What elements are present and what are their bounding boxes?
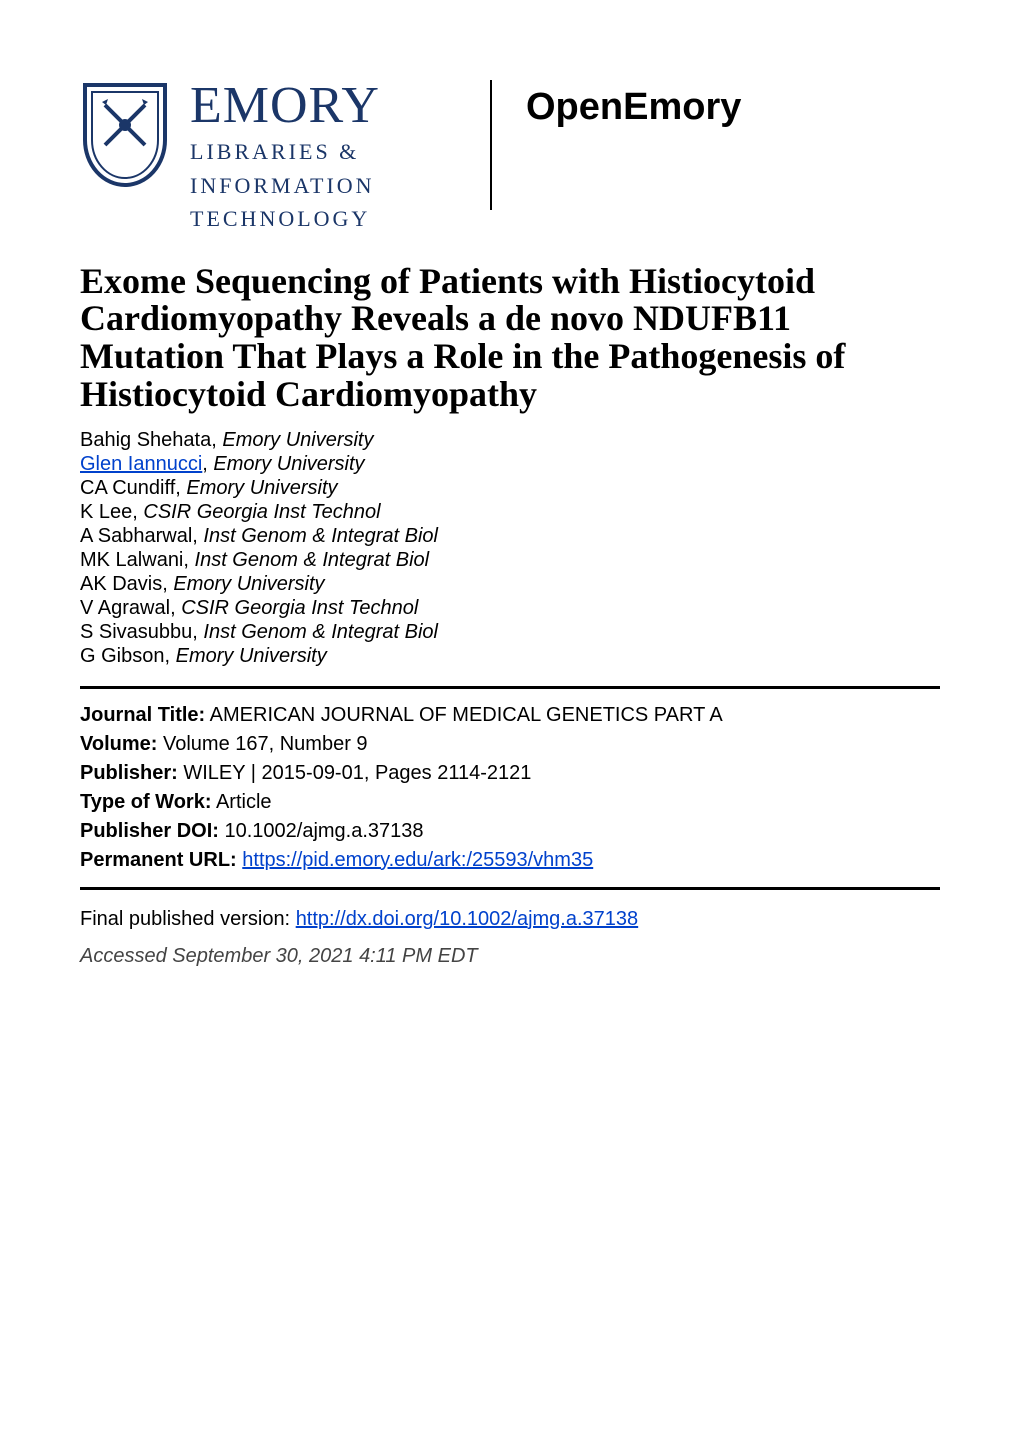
meta-journal-label: Journal Title: — [80, 704, 205, 726]
author-name: K Lee — [80, 501, 132, 523]
emory-shield-icon — [80, 80, 170, 190]
author-line: V Agrawal, CSIR Georgia Inst Technol — [80, 596, 940, 620]
rule-top — [80, 686, 940, 689]
emory-libraries-block: EMORY LIBRARIES & INFORMATION TECHNOLOGY — [190, 80, 460, 233]
author-line: K Lee, CSIR Georgia Inst Technol — [80, 500, 940, 524]
author-name: CA Cundiff — [80, 477, 175, 499]
libraries-label-line1: LIBRARIES & — [190, 138, 460, 166]
meta-perm-label: Permanent URL: — [80, 849, 237, 871]
meta-publisher-label: Publisher: — [80, 762, 178, 784]
author-line: MK Lalwani, Inst Genom & Integrat Biol — [80, 548, 940, 572]
author-name: A Sabharwal — [80, 525, 192, 547]
author-name: MK Lalwani — [80, 549, 183, 571]
author-affiliation: Emory University — [176, 645, 327, 667]
meta-journal-value: AMERICAN JOURNAL OF MEDICAL GENETICS PAR… — [205, 704, 723, 726]
vertical-divider — [490, 80, 492, 210]
author-affiliation: Emory University — [173, 573, 324, 595]
author-name: G Gibson — [80, 645, 164, 667]
author-line: AK Davis, Emory University — [80, 572, 940, 596]
meta-publisher: Publisher: WILEY | 2015-09-01, Pages 211… — [80, 761, 940, 786]
final-version-link[interactable]: http://dx.doi.org/10.1002/ajmg.a.37138 — [296, 908, 638, 930]
author-name: Bahig Shehata — [80, 429, 211, 451]
meta-volume: Volume: Volume 167, Number 9 — [80, 732, 940, 757]
openemory-wordmark: OpenEmory — [526, 86, 741, 129]
permanent-url-link[interactable]: https://pid.emory.edu/ark:/25593/vhm35 — [242, 849, 593, 871]
author-affiliation: Inst Genom & Integrat Biol — [195, 549, 430, 571]
author-line: Bahig Shehata, Emory University — [80, 428, 940, 452]
author-name-link[interactable]: Glen Iannucci — [80, 453, 202, 475]
accessed-timestamp: Accessed September 30, 2021 4:11 PM EDT — [80, 945, 940, 968]
authors-list: Bahig Shehata, Emory UniversityGlen Iann… — [80, 428, 940, 668]
author-affiliation: Emory University — [213, 453, 364, 475]
meta-permanent-url: Permanent URL: https://pid.emory.edu/ark… — [80, 848, 940, 873]
author-line: CA Cundiff, Emory University — [80, 476, 940, 500]
article-title: Exome Sequencing of Patients with Histio… — [80, 263, 940, 414]
author-line: S Sivasubbu, Inst Genom & Integrat Biol — [80, 620, 940, 644]
meta-publisher-value: WILEY | 2015-09-01, Pages 2114-2121 — [178, 762, 532, 784]
final-version-line: Final published version: http://dx.doi.o… — [80, 908, 940, 931]
rule-bottom — [80, 887, 940, 890]
author-line: Glen Iannucci, Emory University — [80, 452, 940, 476]
final-version-label: Final published version: — [80, 908, 296, 930]
author-affiliation: Emory University — [186, 477, 337, 499]
author-line: A Sabharwal, Inst Genom & Integrat Biol — [80, 524, 940, 548]
meta-journal: Journal Title: AMERICAN JOURNAL OF MEDIC… — [80, 703, 940, 728]
libraries-label-line2: INFORMATION — [190, 172, 460, 200]
author-affiliation: CSIR Georgia Inst Technol — [143, 501, 380, 523]
author-line: G Gibson, Emory University — [80, 644, 940, 668]
author-affiliation: Inst Genom & Integrat Biol — [203, 525, 438, 547]
author-name: AK Davis — [80, 573, 162, 595]
meta-doi-value: 10.1002/ajmg.a.37138 — [219, 820, 424, 842]
meta-doi-label: Publisher DOI: — [80, 820, 219, 842]
meta-doi: Publisher DOI: 10.1002/ajmg.a.37138 — [80, 819, 940, 844]
meta-volume-label: Volume: — [80, 733, 157, 755]
header-logo-row: EMORY LIBRARIES & INFORMATION TECHNOLOGY… — [80, 80, 940, 233]
author-affiliation: CSIR Georgia Inst Technol — [181, 597, 418, 619]
meta-type-label: Type of Work: — [80, 791, 211, 813]
author-name: S Sivasubbu — [80, 621, 192, 643]
meta-type-value: Article — [211, 791, 271, 813]
emory-wordmark: EMORY — [190, 80, 460, 132]
meta-volume-value: Volume 167, Number 9 — [157, 733, 367, 755]
author-name: V Agrawal — [80, 597, 170, 619]
author-affiliation: Emory University — [222, 429, 373, 451]
libraries-label-line3: TECHNOLOGY — [190, 205, 460, 233]
author-affiliation: Inst Genom & Integrat Biol — [203, 621, 438, 643]
meta-type: Type of Work: Article — [80, 790, 940, 815]
